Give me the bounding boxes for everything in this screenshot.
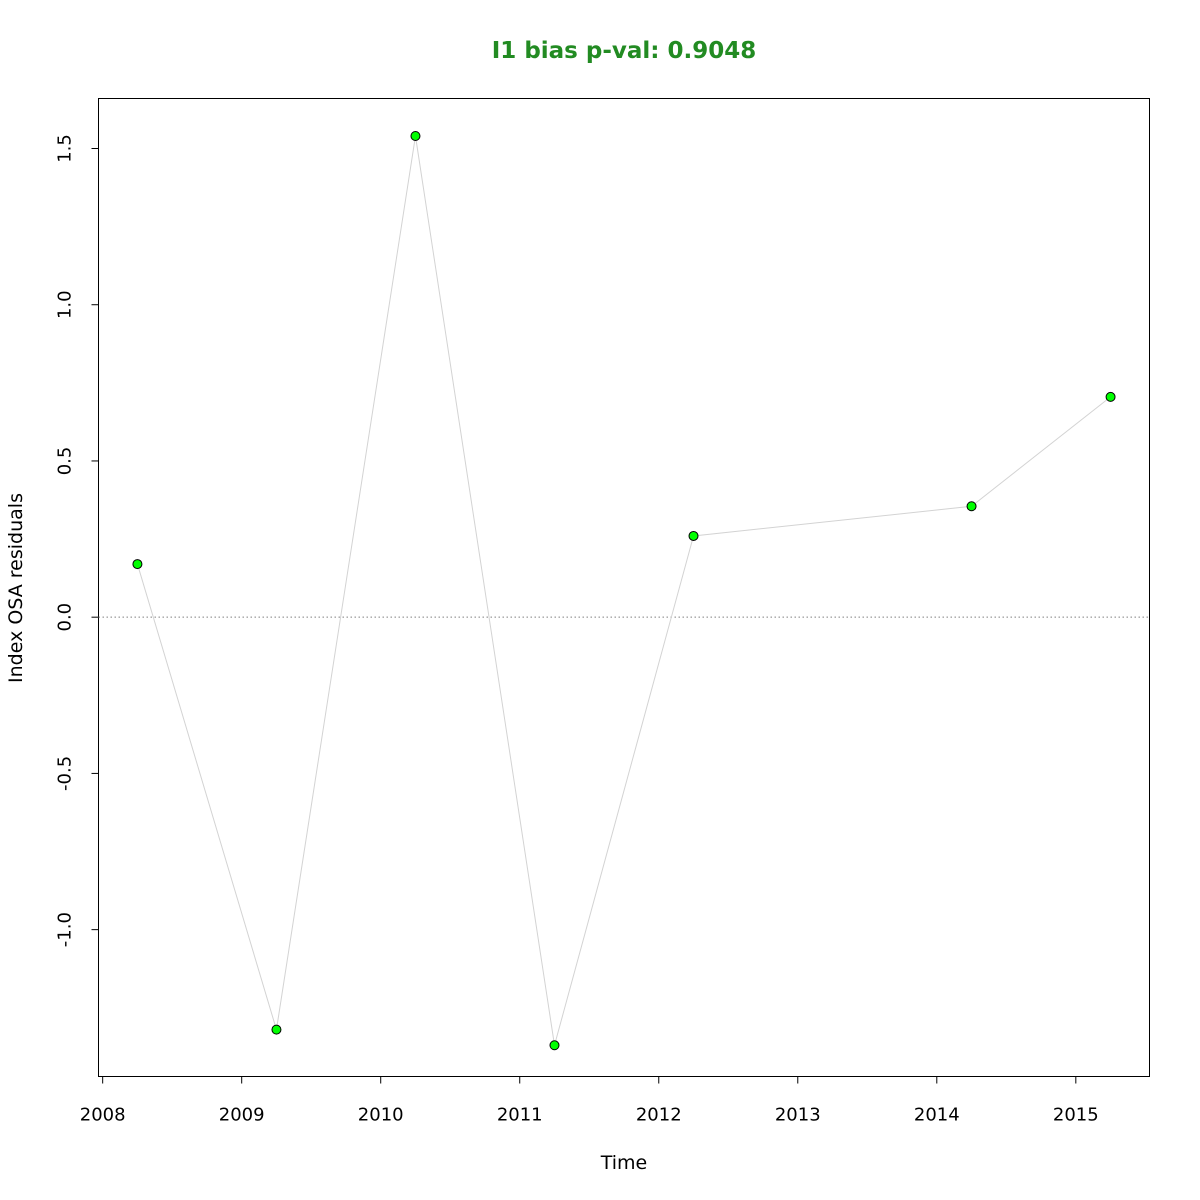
- data-point: [132, 559, 143, 570]
- x-tick-label: 2012: [636, 1105, 682, 1126]
- x-tick-label: 2011: [497, 1105, 543, 1126]
- x-tick-label: 2009: [219, 1105, 265, 1126]
- x-tick-label: 2010: [358, 1105, 404, 1126]
- x-tick-label: 2014: [914, 1105, 960, 1126]
- series-line: [136, 135, 1111, 1046]
- y-tick-label: 0.5: [55, 447, 76, 476]
- x-axis: 2008 2009 2010 2011 2012 2013 2014 2015: [80, 1076, 1099, 1126]
- data-point: [410, 130, 421, 141]
- data-point: [271, 1024, 282, 1035]
- data-point: [549, 1040, 560, 1051]
- y-axis: -1.0 -0.5 0.0 0.5 1.0 1.5: [55, 134, 99, 947]
- x-tick-label: 2013: [775, 1105, 821, 1126]
- y-tick-label: -1.0: [55, 912, 76, 947]
- data-point: [688, 530, 699, 541]
- data-point: [1105, 391, 1116, 402]
- data-point: [966, 501, 977, 512]
- chart-title: I1 bias p-val: 0.9048: [492, 38, 757, 64]
- y-tick-label: 0.0: [55, 603, 76, 632]
- plot-frame: [98, 98, 1150, 1077]
- x-tick-label: 2015: [1053, 1105, 1099, 1126]
- y-axis-title: Index OSA residuals: [5, 493, 27, 683]
- series-layer: [132, 130, 1116, 1051]
- x-axis-title: Time: [600, 1152, 648, 1174]
- y-tick-label: 1.5: [55, 134, 76, 163]
- x-tick-label: 2008: [80, 1105, 126, 1126]
- y-tick-label: -0.5: [55, 756, 76, 791]
- y-tick-label: 1.0: [55, 290, 76, 319]
